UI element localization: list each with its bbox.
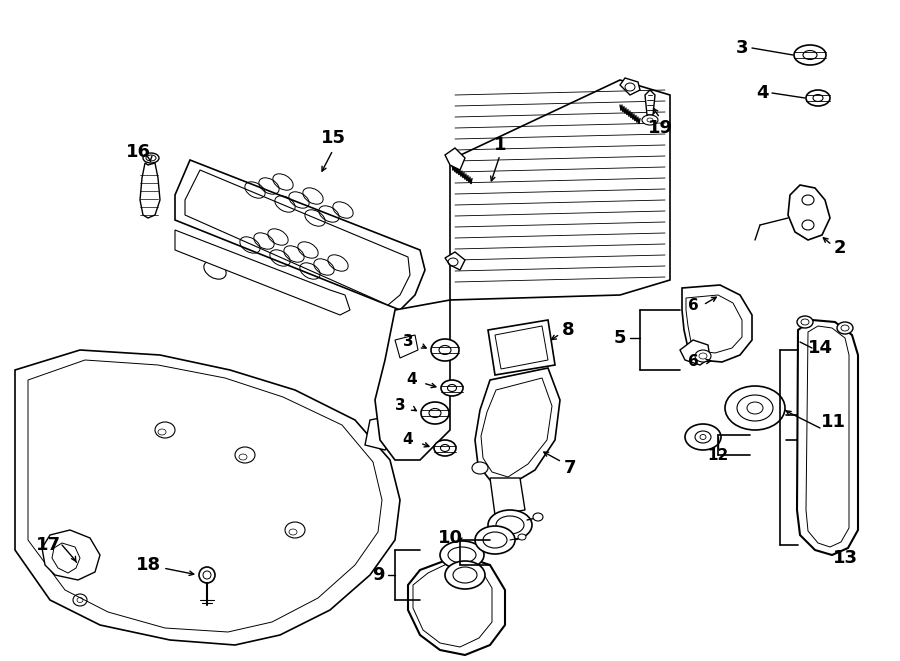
Text: 1: 1 (494, 136, 506, 154)
Text: 9: 9 (372, 566, 384, 584)
Ellipse shape (492, 479, 516, 495)
Text: 17: 17 (35, 536, 60, 554)
Polygon shape (175, 230, 350, 315)
Ellipse shape (642, 115, 658, 125)
Ellipse shape (434, 440, 456, 456)
Ellipse shape (794, 45, 826, 65)
Text: 3: 3 (395, 397, 405, 412)
Text: 16: 16 (125, 143, 150, 161)
Polygon shape (445, 252, 465, 270)
Ellipse shape (441, 380, 463, 396)
Text: 18: 18 (135, 556, 160, 574)
Ellipse shape (143, 153, 159, 163)
Text: 11: 11 (821, 413, 845, 431)
Text: 8: 8 (562, 321, 574, 339)
Text: 13: 13 (832, 549, 858, 567)
Text: 14: 14 (807, 339, 833, 357)
Ellipse shape (806, 90, 830, 106)
Ellipse shape (685, 424, 721, 450)
Polygon shape (375, 300, 450, 460)
Ellipse shape (475, 526, 515, 554)
Ellipse shape (488, 510, 532, 540)
Polygon shape (140, 163, 160, 218)
Polygon shape (15, 350, 400, 645)
Polygon shape (185, 170, 410, 305)
Text: 4: 4 (402, 432, 413, 447)
Text: 19: 19 (647, 119, 672, 137)
Text: 6: 6 (688, 354, 698, 369)
Ellipse shape (533, 513, 543, 521)
Polygon shape (490, 478, 525, 515)
Ellipse shape (695, 350, 711, 362)
Ellipse shape (440, 541, 484, 569)
Ellipse shape (518, 534, 526, 540)
Polygon shape (175, 160, 425, 310)
Polygon shape (682, 285, 752, 362)
Text: 15: 15 (320, 129, 346, 147)
Polygon shape (797, 320, 858, 555)
Text: 7: 7 (563, 459, 576, 477)
Text: 5: 5 (614, 329, 626, 347)
Polygon shape (620, 78, 640, 95)
Polygon shape (680, 340, 710, 365)
Polygon shape (645, 90, 655, 115)
Ellipse shape (797, 316, 813, 328)
Polygon shape (395, 335, 418, 358)
Polygon shape (450, 80, 670, 300)
Ellipse shape (445, 561, 485, 589)
Polygon shape (28, 360, 382, 632)
Polygon shape (488, 320, 555, 375)
Ellipse shape (199, 567, 215, 583)
Polygon shape (788, 185, 830, 240)
Ellipse shape (421, 402, 449, 424)
Text: 3: 3 (736, 39, 748, 57)
Text: 12: 12 (707, 447, 729, 463)
Polygon shape (365, 415, 400, 450)
Polygon shape (52, 543, 80, 573)
Text: 10: 10 (437, 529, 463, 547)
Ellipse shape (472, 462, 488, 474)
Polygon shape (408, 555, 505, 655)
Text: 4: 4 (407, 373, 418, 387)
Text: 6: 6 (688, 297, 698, 313)
Text: 2: 2 (833, 239, 846, 257)
Polygon shape (475, 368, 560, 485)
Polygon shape (445, 148, 465, 170)
Text: 4: 4 (756, 84, 769, 102)
Ellipse shape (837, 322, 853, 334)
Text: 3: 3 (402, 334, 413, 350)
Ellipse shape (431, 339, 459, 361)
Polygon shape (42, 530, 100, 580)
Ellipse shape (725, 386, 785, 430)
